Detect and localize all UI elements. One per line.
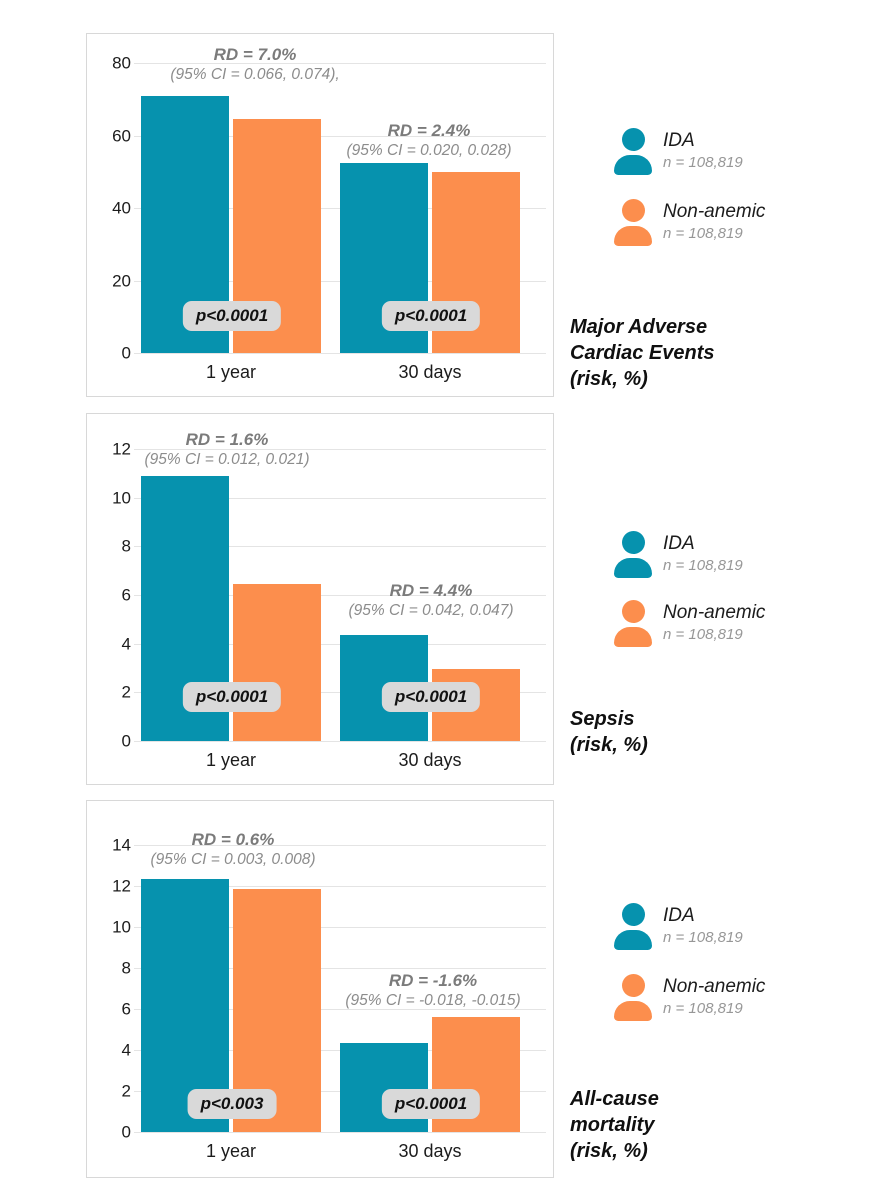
legend-label: IDA (663, 533, 695, 554)
y-tick-label: 6 (121, 999, 131, 1019)
legend-label: IDA (663, 905, 695, 926)
legend-label: IDA (663, 130, 695, 151)
gridline (134, 886, 546, 887)
y-tick-label: 20 (112, 271, 131, 290)
legend-n-count: n = 108,819 (663, 1000, 743, 1017)
y-tick-label: 10 (112, 917, 131, 937)
gridline (134, 927, 546, 928)
legend-n-count: n = 108,819 (663, 626, 743, 643)
rd-annotation: RD = 2.4% (95% CI = 0.020, 0.028) (346, 122, 511, 160)
person-icon (614, 531, 652, 578)
rd-value-text: RD = 0.6% (191, 830, 275, 849)
y-tick-label: 2 (121, 682, 131, 702)
x-category-label: 1 year (205, 362, 257, 382)
rd-value-text: RD = 1.6% (185, 430, 269, 449)
legend-n-count: n = 108,819 (663, 929, 743, 946)
p-value-badge: p<0.0001 (381, 301, 481, 332)
y-tick-label: 60 (112, 126, 131, 145)
gridline (134, 1009, 546, 1010)
gridline (134, 63, 546, 64)
gridline (134, 353, 546, 354)
gridline (134, 135, 546, 137)
x-category-label: 1 year (205, 750, 257, 770)
y-tick-label: 8 (121, 958, 131, 978)
ci-text: (95% CI = 0.042, 0.047) (348, 602, 514, 619)
rd-value-text: RD = 7.0% (213, 45, 297, 64)
p-value-badge: p<0.0001 (381, 1089, 481, 1120)
y-tick-label: 80 (112, 53, 131, 73)
x-category-label: 1 year (205, 1141, 257, 1161)
p-value-badge: p<0.003 (187, 1089, 277, 1120)
gridline (134, 741, 546, 742)
chart-panel-sepsis: 0 2 4 6 8 10 12 1 year p<0.0001 RD = 1.6% (95% CI … (86, 413, 554, 785)
legend-label: Non-anemic (663, 976, 766, 997)
y-tick-label: 14 (112, 835, 131, 855)
ci-text: (95% CI = 0.020, 0.028) (346, 142, 512, 159)
gridline (134, 845, 546, 846)
x-category-label: 30 days (398, 750, 462, 770)
ci-text: (95% CI = 0.066, 0.074), (170, 66, 340, 83)
y-tick-label: 40 (112, 198, 131, 218)
chart-panel-mace: 0 20 40 60 80 1 year p<0.0001 RD = 7.0% (95% CI … (86, 33, 554, 397)
chart-panel-all-cause-mortality: 0 2 4 6 8 10 12 14 1 year p<0.003 RD = 0.6% (95% CI… (86, 800, 554, 1178)
rd-value-text: RD = -1.6% (388, 971, 478, 990)
rd-value-text: RD = 4.4% (389, 581, 473, 600)
y-tick-label: 0 (121, 1122, 131, 1142)
y-tick-label: 4 (121, 634, 131, 654)
person-icon (614, 600, 652, 647)
ci-text: (95% CI = -0.018, -0.015) (345, 992, 521, 1009)
ci-text: (95% CI = 0.003, 0.008) (150, 851, 316, 868)
rd-annotation: RD = 0.6% (95% CI = 0.003, 0.008) (150, 831, 315, 869)
rd-annotation: RD = -1.6% (95% CI = -0.018, -0.015) (345, 972, 520, 1010)
chart-title-all-cause-mortality: All-cause mortality (risk, %) (570, 1088, 659, 1162)
bar-non-anemic-1-year (233, 584, 321, 741)
p-value-badge: p<0.0001 (381, 682, 481, 713)
person-icon (614, 128, 652, 175)
legend-label: Non-anemic (663, 602, 766, 623)
y-tick-label: 10 (112, 488, 131, 508)
p-value-badge: p<0.0001 (182, 682, 282, 713)
legend-n-count: n = 108,819 (663, 557, 743, 574)
y-tick-label: 0 (121, 731, 131, 751)
chart-title-sepsis: Sepsis (risk, %) (570, 708, 648, 756)
person-icon (614, 903, 652, 950)
legend-n-count: n = 108,819 (663, 225, 743, 242)
y-tick-label: 4 (121, 1040, 131, 1060)
rd-annotation: RD = 7.0% (95% CI = 0.066, 0.074), (170, 46, 339, 84)
x-category-label: 30 days (398, 1141, 462, 1161)
legend-n-count: n = 108,819 (663, 154, 743, 171)
p-value-badge: p<0.0001 (182, 301, 282, 332)
person-icon (614, 974, 652, 1021)
chart-title-mace: Major Adverse Cardiac Events (risk, %) (570, 316, 715, 390)
rd-value-text: RD = 2.4% (387, 121, 471, 140)
x-category-label: 30 days (398, 362, 462, 382)
gridline (134, 497, 546, 499)
gridline (134, 595, 546, 596)
y-tick-label: 12 (112, 439, 131, 459)
gridline (134, 546, 546, 548)
y-tick-label: 12 (112, 876, 131, 896)
y-tick-label: 2 (121, 1081, 131, 1101)
ci-text: (95% CI = 0.012, 0.021) (144, 451, 310, 468)
gridline (134, 968, 546, 969)
y-tick-label: 8 (121, 536, 131, 556)
rd-annotation: RD = 4.4% (95% CI = 0.042, 0.047) (348, 582, 513, 620)
legend-label: Non-anemic (663, 201, 766, 222)
y-tick-label: 6 (121, 585, 131, 605)
rd-annotation: RD = 1.6% (95% CI = 0.012, 0.021) (144, 431, 309, 469)
gridline (134, 449, 546, 450)
y-tick-label: 0 (121, 343, 131, 363)
gridline (134, 1132, 546, 1133)
person-icon (614, 199, 652, 246)
